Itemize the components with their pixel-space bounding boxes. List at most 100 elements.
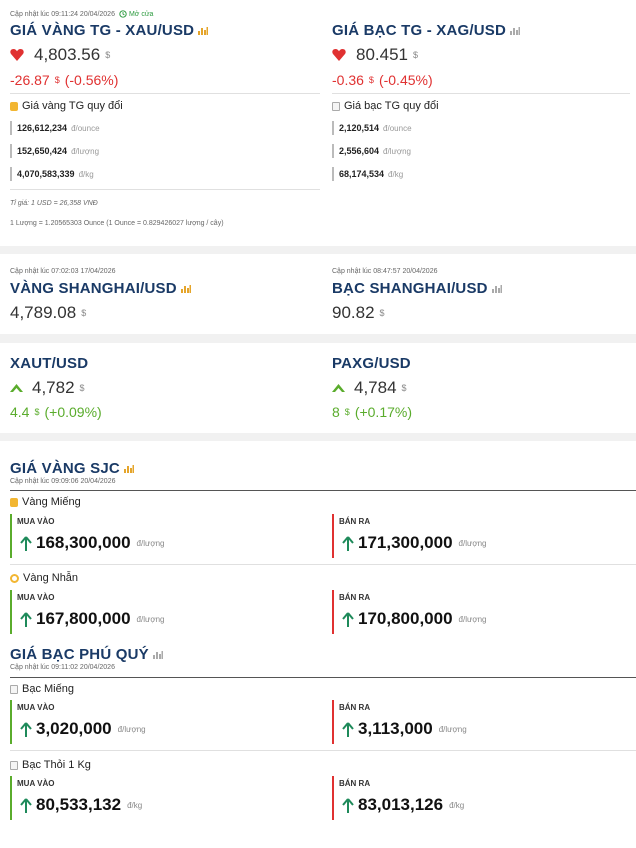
sjc-group-title: Vàng Miếng bbox=[10, 496, 81, 508]
buy-price: 167,800,000 bbox=[36, 609, 131, 628]
conv-row: 2,556,604 đ/lượng bbox=[332, 143, 412, 159]
conv-row: 2,120,514 đ/ounce bbox=[332, 120, 412, 136]
world-silver-conv-title: Giá bạc TG quy đổi bbox=[344, 100, 439, 112]
bar-chart-icon[interactable] bbox=[510, 26, 521, 35]
conv-row: 126,612,234 đ/ounce bbox=[10, 120, 100, 136]
silver-bar-icon bbox=[10, 684, 18, 694]
shanghai-gold-title[interactable]: VÀNG SHANGHAI/USD bbox=[10, 280, 177, 297]
conv-row: 152,650,424 đ/lượng bbox=[10, 143, 100, 159]
buy-price-row: 168,300,000 đ/lượng bbox=[20, 533, 165, 553]
shanghai-silver-price: 90.82 bbox=[332, 303, 375, 322]
conv-unit: đ/kg bbox=[388, 169, 404, 179]
paxg-change-pct: (+0.17%) bbox=[354, 404, 413, 420]
world-silver-conv-title-row: Giá bạc TG quy đổi bbox=[332, 100, 439, 112]
price-unit: đ/lượng bbox=[136, 614, 165, 624]
buy-label: MUA VÀO bbox=[17, 779, 55, 788]
shanghai-gold-title-row: VÀNG SHANGHAI/USD bbox=[10, 280, 191, 297]
conv-value: 152,650,424 bbox=[17, 146, 68, 156]
bar-chart-icon[interactable] bbox=[123, 464, 134, 473]
currency-label: $ bbox=[379, 308, 385, 318]
sjc-updated: Cập nhật lúc 09:09:06 20/04/2026 bbox=[10, 478, 116, 485]
buy-price-row: 3,020,000 đ/lượng bbox=[20, 719, 146, 739]
buy-label: MUA VÀO bbox=[17, 517, 55, 526]
phuquy-title[interactable]: GIÁ BẠC PHÚ QUÝ bbox=[10, 646, 149, 663]
world-silver-conv-list: 2,120,514 đ/ounce 2,556,604 đ/lượng 68,174… bbox=[332, 120, 412, 182]
conv-value: 68,174,534 bbox=[339, 169, 385, 179]
conv-row: 68,174,534 đ/kg bbox=[332, 166, 412, 182]
world-gold-conv-title: Giá vàng TG quy đổi bbox=[22, 100, 123, 112]
group-name: Bạc Miếng bbox=[22, 683, 74, 695]
price-unit: đ/lượng bbox=[136, 538, 165, 548]
paxg-title[interactable]: PAXG/USD bbox=[332, 355, 411, 372]
shanghai-silver-title[interactable]: BẠC SHANGHAI/USD bbox=[332, 280, 488, 297]
world-silver-price-row: 80.451 $ bbox=[332, 45, 418, 65]
conv-unit: đ/lượng bbox=[71, 146, 100, 156]
sell-label: BÁN RA bbox=[339, 779, 371, 788]
section-separator bbox=[0, 246, 636, 254]
sell-price: 3,113,000 bbox=[358, 719, 433, 738]
divider bbox=[10, 750, 636, 751]
conv-value: 4,070,583,339 bbox=[17, 169, 75, 179]
shanghai-gold-price-row: 4,789.08 $ bbox=[10, 303, 86, 323]
price-unit: đ/lượng bbox=[458, 614, 487, 624]
divider bbox=[10, 677, 636, 678]
group-name: Vàng Miếng bbox=[22, 496, 81, 508]
shanghai-silver-title-row: BẠC SHANGHAI/USD bbox=[332, 280, 502, 297]
bar-chart-icon[interactable] bbox=[491, 284, 502, 293]
bar-chart-icon[interactable] bbox=[180, 284, 191, 293]
world-gold-title[interactable]: GIÁ VÀNG TG - XAU/USD bbox=[10, 22, 195, 39]
world-updated-text: Cập nhật lúc 09:11:24 20/04/2026 bbox=[10, 10, 115, 18]
price-unit: đ/kg bbox=[127, 800, 143, 810]
world-silver-change: -0.36 bbox=[332, 72, 364, 88]
phuquy-group-title: Bạc Thỏi 1 Kg bbox=[10, 759, 91, 771]
world-silver-change-row: -0.36 $ (-0.45%) bbox=[332, 72, 433, 88]
sell-label: BÁN RA bbox=[339, 517, 371, 526]
bar-chart-icon[interactable] bbox=[198, 26, 209, 35]
divider bbox=[10, 93, 320, 94]
xaut-title[interactable]: XAUT/USD bbox=[10, 355, 89, 372]
sell-price-row: 83,013,126 đ/kg bbox=[342, 795, 464, 815]
sell-price: 83,013,126 bbox=[358, 795, 444, 814]
arrow-up-icon bbox=[20, 535, 32, 551]
world-silver-title[interactable]: GIÁ BẠC TG - XAG/USD bbox=[332, 22, 507, 39]
buy-price: 168,300,000 bbox=[36, 533, 131, 552]
conv-unit: đ/ounce bbox=[71, 123, 100, 133]
currency-label: $ bbox=[401, 383, 407, 393]
buy-price-row: 167,800,000 đ/lượng bbox=[20, 609, 165, 629]
shanghai-gold-updated: Cập nhật lúc 07:02:03 17/04/2026 bbox=[10, 268, 116, 275]
sell-bar bbox=[332, 700, 334, 744]
world-silver-price: 80.451 bbox=[356, 45, 408, 64]
arrow-up-icon bbox=[20, 721, 32, 737]
section-separator bbox=[0, 433, 636, 441]
buy-bar bbox=[10, 590, 12, 634]
shanghai-silver-updated: Cập nhật lúc 08:47:57 20/04/2026 bbox=[332, 268, 438, 275]
chevron-up-icon bbox=[10, 384, 23, 392]
currency-label: $ bbox=[81, 308, 87, 318]
sell-label: BÁN RA bbox=[339, 593, 371, 602]
world-silver-change-pct: (-0.45%) bbox=[378, 72, 433, 88]
phuquy-updated: Cập nhật lúc 09:11:02 20/04/2026 bbox=[10, 664, 115, 671]
currency-label: $ bbox=[344, 407, 350, 417]
sjc-title[interactable]: GIÁ VÀNG SJC bbox=[10, 460, 120, 477]
currency-label: $ bbox=[368, 75, 374, 85]
paxg-change-row: 8 $ (+0.17%) bbox=[332, 404, 412, 420]
buy-bar bbox=[10, 700, 12, 744]
currency-label: $ bbox=[54, 75, 60, 85]
sell-label: BÁN RA bbox=[339, 703, 371, 712]
arrow-up-icon bbox=[342, 721, 354, 737]
sell-bar bbox=[332, 514, 334, 558]
divider bbox=[332, 93, 630, 94]
world-gold-conv-title-row: Giá vàng TG quy đổi bbox=[10, 100, 123, 112]
world-silver-title-row: GIÁ BẠC TG - XAG/USD bbox=[332, 22, 521, 39]
world-gold-conv-list: 126,612,234 đ/ounce 152,650,424 đ/lượng 4,… bbox=[10, 120, 100, 182]
luong-ounce-note: 1 Lượng = 1.20565303 Ounce (1 Ounce = 0.… bbox=[10, 220, 224, 227]
bar-chart-icon[interactable] bbox=[152, 650, 163, 659]
sell-price: 170,800,000 bbox=[358, 609, 453, 628]
currency-label: $ bbox=[79, 383, 85, 393]
sjc-title-row: GIÁ VÀNG SJC bbox=[10, 460, 134, 477]
world-gold-change: -26.87 bbox=[10, 72, 50, 88]
heart-down-icon bbox=[10, 49, 24, 61]
price-unit: đ/kg bbox=[449, 800, 465, 810]
sell-price: 171,300,000 bbox=[358, 533, 453, 552]
phuquy-title-row: GIÁ BẠC PHÚ QUÝ bbox=[10, 646, 163, 663]
